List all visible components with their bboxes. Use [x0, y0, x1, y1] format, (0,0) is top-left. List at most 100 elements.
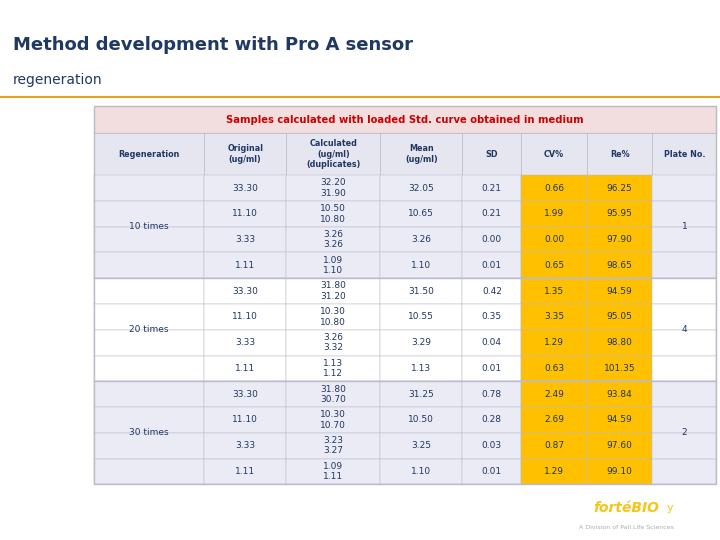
- Text: y: y: [666, 503, 673, 514]
- Text: 1.13
1.12: 1.13 1.12: [323, 359, 343, 378]
- Bar: [462, 407, 521, 433]
- Bar: [462, 330, 521, 355]
- Text: 3.23
3.27: 3.23 3.27: [323, 436, 343, 455]
- Text: 31.80
31.20: 31.80 31.20: [320, 281, 346, 301]
- Bar: [204, 330, 286, 355]
- Text: 20 times: 20 times: [129, 325, 168, 334]
- Text: 0.04: 0.04: [482, 338, 502, 347]
- Bar: [462, 381, 521, 407]
- Bar: [587, 133, 652, 175]
- Text: 10.50: 10.50: [408, 415, 434, 424]
- Bar: [587, 201, 652, 227]
- Text: 31.80
30.70: 31.80 30.70: [320, 384, 346, 404]
- Text: 3.25: 3.25: [411, 441, 431, 450]
- Text: 95.95: 95.95: [607, 210, 633, 218]
- Bar: [652, 227, 716, 253]
- Text: 32.20
31.90: 32.20 31.90: [320, 178, 346, 198]
- Text: 0.63: 0.63: [544, 364, 564, 373]
- Bar: [94, 407, 204, 433]
- Bar: [286, 381, 380, 407]
- Text: 10 times: 10 times: [129, 222, 168, 231]
- Text: 32.05: 32.05: [408, 184, 434, 193]
- Text: 1.11: 1.11: [235, 261, 256, 270]
- Bar: [380, 355, 462, 381]
- Text: 10.50
10.80: 10.50 10.80: [320, 204, 346, 224]
- Bar: [521, 175, 587, 201]
- Text: 0.66: 0.66: [544, 184, 564, 193]
- Text: 11.10: 11.10: [233, 313, 258, 321]
- Text: 3.33: 3.33: [235, 338, 256, 347]
- Text: 0.42: 0.42: [482, 287, 502, 295]
- Bar: [204, 227, 286, 253]
- Bar: [94, 106, 716, 133]
- Text: 1: 1: [682, 222, 688, 231]
- Text: 1.10: 1.10: [411, 467, 431, 476]
- Bar: [286, 175, 380, 201]
- Text: Method development with Pro A sensor: Method development with Pro A sensor: [13, 36, 413, 54]
- Bar: [94, 133, 204, 175]
- Text: 10.30
10.80: 10.30 10.80: [320, 307, 346, 327]
- Text: 1.29: 1.29: [544, 467, 564, 476]
- Bar: [587, 381, 652, 407]
- Text: 95.05: 95.05: [607, 313, 633, 321]
- Bar: [587, 175, 652, 201]
- Bar: [652, 133, 716, 175]
- Bar: [521, 407, 587, 433]
- Bar: [587, 278, 652, 304]
- Text: 10.55: 10.55: [408, 313, 434, 321]
- Bar: [521, 458, 587, 484]
- Bar: [462, 201, 521, 227]
- Text: 98.65: 98.65: [607, 261, 633, 270]
- Bar: [652, 381, 716, 407]
- Text: 1.99: 1.99: [544, 210, 564, 218]
- Bar: [204, 433, 286, 458]
- Bar: [94, 278, 204, 304]
- Bar: [286, 253, 380, 278]
- Bar: [94, 330, 204, 355]
- Bar: [286, 355, 380, 381]
- Bar: [462, 278, 521, 304]
- Bar: [380, 304, 462, 330]
- Bar: [204, 253, 286, 278]
- Bar: [204, 278, 286, 304]
- Bar: [94, 355, 204, 381]
- Bar: [380, 330, 462, 355]
- Text: 31.50: 31.50: [408, 287, 434, 295]
- Bar: [521, 381, 587, 407]
- Bar: [462, 433, 521, 458]
- Bar: [587, 458, 652, 484]
- Bar: [521, 304, 587, 330]
- Text: 3.33: 3.33: [235, 441, 256, 450]
- Text: 30 times: 30 times: [129, 428, 168, 437]
- Text: 1.29: 1.29: [544, 338, 564, 347]
- Bar: [587, 433, 652, 458]
- Bar: [380, 278, 462, 304]
- Text: Re%: Re%: [610, 150, 629, 159]
- Bar: [462, 133, 521, 175]
- Text: 97.60: 97.60: [607, 441, 633, 450]
- Bar: [521, 330, 587, 355]
- Text: 11.10: 11.10: [233, 210, 258, 218]
- Bar: [521, 355, 587, 381]
- Text: fortéBIO: fortéBIO: [593, 502, 660, 515]
- Bar: [587, 330, 652, 355]
- Bar: [521, 201, 587, 227]
- Bar: [204, 175, 286, 201]
- Bar: [380, 227, 462, 253]
- Text: 0.78: 0.78: [482, 390, 502, 399]
- Text: 94.59: 94.59: [607, 415, 633, 424]
- Text: 101.35: 101.35: [604, 364, 636, 373]
- Bar: [94, 381, 204, 407]
- Text: Original
(ug/ml): Original (ug/ml): [228, 145, 264, 164]
- Bar: [204, 381, 286, 407]
- Bar: [462, 355, 521, 381]
- Text: 1.13: 1.13: [411, 364, 431, 373]
- Bar: [94, 106, 716, 484]
- Text: 0.21: 0.21: [482, 210, 502, 218]
- Bar: [204, 355, 286, 381]
- Text: 1.09
1.11: 1.09 1.11: [323, 462, 343, 481]
- Bar: [380, 381, 462, 407]
- Text: A Division of Pall Life Sciences: A Division of Pall Life Sciences: [579, 525, 674, 530]
- Text: 0.01: 0.01: [482, 364, 502, 373]
- Bar: [204, 304, 286, 330]
